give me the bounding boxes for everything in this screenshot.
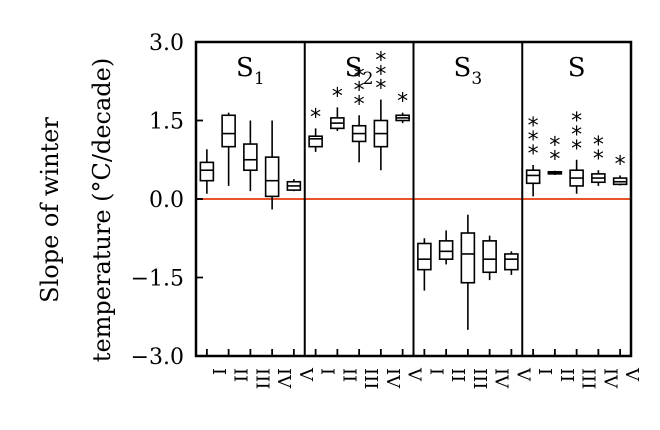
x-tick-label: III <box>578 368 599 389</box>
significance-star: * <box>375 77 386 102</box>
x-tick-label: V <box>295 367 316 382</box>
significance-star: * <box>549 134 560 159</box>
panel-title-text: S <box>454 53 472 83</box>
box-iqr <box>243 143 258 172</box>
panel-title-text: S <box>568 53 586 83</box>
significance-star: * <box>354 92 365 117</box>
significance-star: * <box>375 63 386 88</box>
significance-star: * <box>375 49 386 74</box>
significance-star: * <box>593 133 604 158</box>
x-tick-label: IV <box>273 368 294 389</box>
box-iqr <box>525 169 541 185</box>
x-tick-label: V <box>404 367 425 382</box>
x-tick-label: I <box>317 368 338 375</box>
x-tick-label: I <box>208 368 229 375</box>
significance-star: * <box>571 137 582 162</box>
panel-title: S1 <box>236 53 265 89</box>
significance-star: * <box>528 128 539 153</box>
x-tick-label: I <box>425 368 446 375</box>
x-tick-label: II <box>556 368 577 382</box>
x-tick-label: IV <box>599 368 620 389</box>
x-tick-label: II <box>447 368 468 382</box>
significance-star: * <box>310 105 321 130</box>
x-tick-label: IV <box>491 368 512 389</box>
x-tick-label: IV <box>382 368 403 389</box>
significance-star: * <box>593 147 604 172</box>
x-tick-label: I <box>534 368 555 375</box>
box-iqr <box>221 114 236 148</box>
box-iqr <box>199 161 215 182</box>
significance-star: * <box>615 152 626 177</box>
significance-star: * <box>397 90 408 115</box>
y-tick-label: −3.0 <box>131 345 184 370</box>
y-tick-label: 1.5 <box>149 110 184 135</box>
y-axis-label-line2: temperature (°C/decade) <box>88 58 116 362</box>
panel-title-subscript: 1 <box>254 69 265 89</box>
significance-star: * <box>354 64 365 89</box>
x-tick-label: III <box>360 368 381 389</box>
y-tick-label: 3.0 <box>149 31 184 56</box>
x-tick-label: III <box>469 368 490 389</box>
panel-title: S2 <box>345 53 374 89</box>
panel-title-text: S <box>236 53 254 83</box>
panel-title: S3 <box>454 53 483 89</box>
box-iqr <box>308 135 323 148</box>
box-iqr <box>460 232 476 284</box>
significance-star: * <box>354 78 365 103</box>
panel-title-text: S <box>345 53 363 83</box>
significance-star: * <box>571 123 582 148</box>
y-axis-label-line1: Slope of winter <box>36 117 64 303</box>
x-tick-label: II <box>338 368 359 382</box>
plot-frame <box>194 40 633 358</box>
box-iqr <box>438 240 454 260</box>
y-axis-label: Slope of winter temperature (°C/decade) <box>36 58 116 362</box>
x-tick-label: III <box>251 368 272 389</box>
box-iqr <box>482 240 497 274</box>
x-tick-label: V <box>621 367 642 382</box>
significance-star: * <box>528 114 539 139</box>
significance-star: * <box>528 142 539 167</box>
panel-title-subscript: 3 <box>471 69 482 89</box>
box-iqr <box>417 242 432 271</box>
panel-title-subscript: 2 <box>363 69 374 89</box>
x-tick-label: V <box>512 367 533 382</box>
box-iqr <box>504 253 519 271</box>
x-tick-label: II <box>230 368 251 382</box>
y-tick-label: −1.5 <box>131 267 184 292</box>
panel-title: S <box>568 53 586 83</box>
box-iqr <box>264 156 280 198</box>
significance-star: * <box>332 84 343 109</box>
y-tick-label: 0.0 <box>149 188 184 213</box>
significance-star: * <box>549 148 560 173</box>
significance-star: * <box>571 109 582 134</box>
